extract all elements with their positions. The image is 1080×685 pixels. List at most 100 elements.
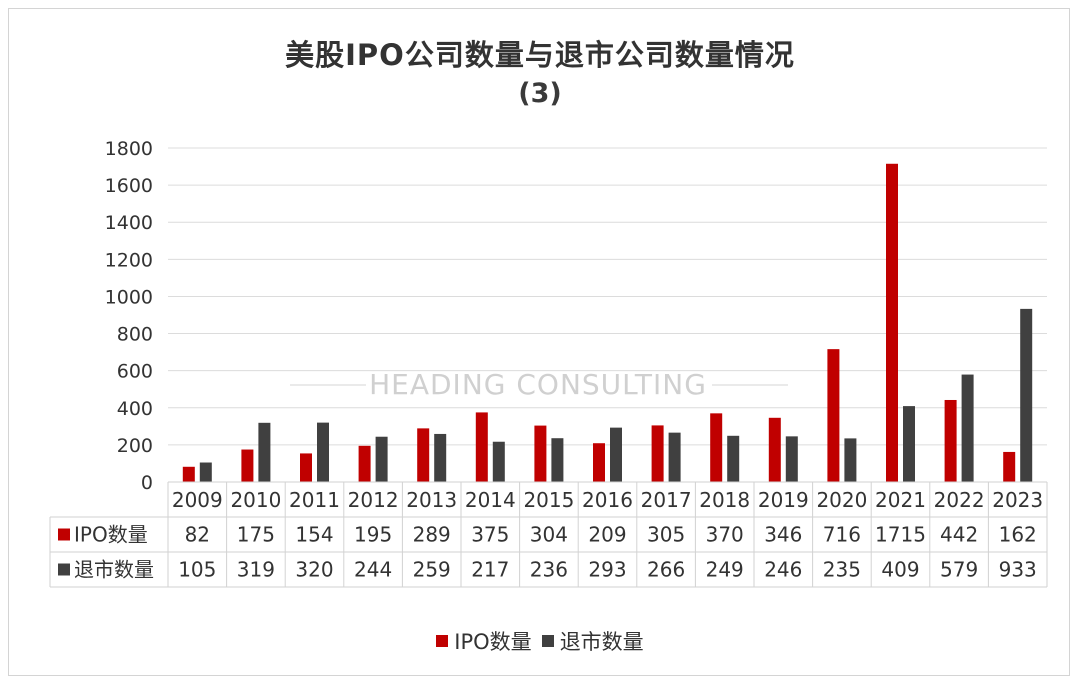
bar-delist xyxy=(844,438,857,482)
legend-label-ipo: IPO数量 xyxy=(454,630,532,654)
data-label: 305 xyxy=(647,523,685,547)
y-tick-label: 400 xyxy=(117,398,153,420)
data-label: 105 xyxy=(178,558,216,582)
bar-ipo xyxy=(651,425,664,482)
watermark: HEADING CONSULTING xyxy=(369,368,707,401)
table-row-label: 退市数量 xyxy=(74,558,154,582)
bar-ipo xyxy=(944,399,957,482)
y-tick-label: 1400 xyxy=(105,212,153,234)
legend-item-ipo: IPO数量 xyxy=(436,626,532,656)
bar-delist xyxy=(551,438,564,482)
legend-label-delist: 退市数量 xyxy=(559,630,644,654)
x-tick-label: 2020 xyxy=(816,488,867,512)
bar-ipo xyxy=(475,412,488,482)
data-label: 175 xyxy=(237,523,275,547)
x-tick-label: 2016 xyxy=(582,488,633,512)
bar-ipo xyxy=(241,449,254,482)
x-tick-label: 2011 xyxy=(289,488,340,512)
data-label: 266 xyxy=(647,558,685,582)
chart-subtitle: (3) xyxy=(518,78,562,109)
x-tick-label: 2017 xyxy=(641,488,692,512)
data-label: 246 xyxy=(764,558,802,582)
x-tick-label: 2022 xyxy=(934,488,985,512)
y-tick-label: 1000 xyxy=(105,286,153,308)
table-row-label: IPO数量 xyxy=(74,523,148,547)
bar-delist xyxy=(610,427,622,482)
bar-ipo xyxy=(827,349,840,482)
bar-ipo xyxy=(534,425,547,482)
chart-title: 美股IPO公司数量与退市公司数量情况 xyxy=(285,38,795,72)
x-tick-label: 2018 xyxy=(699,488,750,512)
data-label: 442 xyxy=(940,523,978,547)
y-tick-label: 1600 xyxy=(105,175,153,197)
x-tick-label: 2023 xyxy=(992,488,1043,512)
bar-delist xyxy=(1020,308,1033,482)
bar-delist xyxy=(727,435,740,482)
x-tick-label: 2021 xyxy=(875,488,926,512)
data-label: 217 xyxy=(471,558,509,582)
data-label: 289 xyxy=(413,523,451,547)
data-label: 293 xyxy=(588,558,626,582)
x-tick-label: 2012 xyxy=(348,488,399,512)
data-label: 162 xyxy=(999,523,1037,547)
data-label: 236 xyxy=(530,558,568,582)
x-tick-label: 2009 xyxy=(172,488,223,512)
bar-ipo xyxy=(182,466,195,482)
bar-ipo xyxy=(417,428,430,482)
legend-item-delist: 退市数量 xyxy=(541,626,644,656)
x-tick-label: 2015 xyxy=(523,488,574,512)
data-label: 1715 xyxy=(875,523,926,547)
bar-delist xyxy=(317,422,329,482)
data-label: 304 xyxy=(530,523,568,547)
y-tick-label: 0 xyxy=(141,472,153,494)
data-label: 933 xyxy=(999,558,1037,582)
y-tick-label: 200 xyxy=(117,435,153,457)
data-label: 346 xyxy=(764,523,802,547)
data-label: 370 xyxy=(706,523,744,547)
legend: IPO数量 退市数量 xyxy=(0,626,1080,656)
x-tick-label: 2019 xyxy=(758,488,809,512)
data-label: 249 xyxy=(706,558,744,582)
x-tick-label: 2010 xyxy=(230,488,281,512)
bar-delist xyxy=(199,462,212,482)
data-label: 154 xyxy=(295,523,333,547)
bar-delist xyxy=(375,436,388,482)
bar-ipo xyxy=(593,443,605,482)
bar-ipo xyxy=(300,453,312,482)
legend-swatch-delist xyxy=(541,635,554,647)
data-label: 579 xyxy=(940,558,978,582)
data-label: 409 xyxy=(881,558,919,582)
data-label: 244 xyxy=(354,558,392,582)
y-tick-label: 800 xyxy=(117,324,153,346)
y-tick-label: 1800 xyxy=(105,138,153,160)
bar-delist xyxy=(668,432,681,482)
bar-delist xyxy=(492,441,505,482)
bar-ipo xyxy=(358,445,371,482)
y-tick-label: 600 xyxy=(117,361,153,383)
bar-delist xyxy=(258,422,271,482)
data-label: 209 xyxy=(588,523,626,547)
data-label: 319 xyxy=(237,558,275,582)
bar-ipo xyxy=(768,417,781,482)
data-label: 235 xyxy=(823,558,861,582)
data-label: 716 xyxy=(823,523,861,547)
x-tick-label: 2013 xyxy=(406,488,457,512)
bar-ipo xyxy=(886,163,898,482)
bar-delist xyxy=(434,433,447,482)
data-label: 259 xyxy=(413,558,451,582)
data-label: 82 xyxy=(185,523,210,547)
bar-delist xyxy=(785,436,798,482)
data-label: 320 xyxy=(295,558,333,582)
y-tick-label: 1200 xyxy=(105,249,153,271)
x-tick-label: 2014 xyxy=(465,488,516,512)
table-legend-swatch xyxy=(58,528,70,541)
data-label: 195 xyxy=(354,523,392,547)
bar-ipo xyxy=(710,413,723,482)
legend-swatch-ipo xyxy=(436,635,449,647)
bar-delist xyxy=(961,374,974,482)
bar-ipo xyxy=(1003,451,1016,482)
data-label: 375 xyxy=(471,523,509,547)
bar-delist xyxy=(903,406,915,482)
table-legend-swatch xyxy=(58,563,70,576)
